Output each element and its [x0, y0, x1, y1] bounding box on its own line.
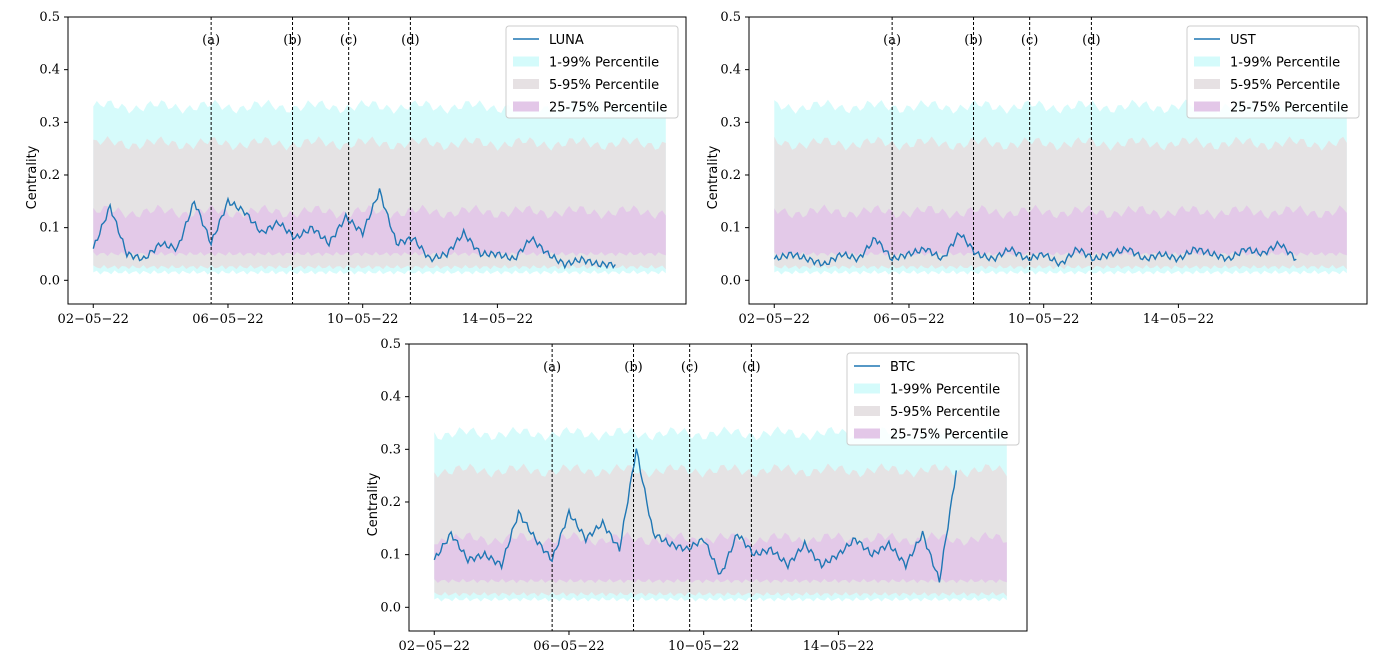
xtick-label: 02−05−22 [399, 639, 470, 654]
legend-patch-swatch [513, 56, 539, 67]
xtick-label: 02−05−22 [739, 312, 810, 327]
ytick-label: 0.1 [380, 548, 401, 563]
legend: UST 1-99% Percentile 5-95% Percentile 25-75… [1186, 25, 1360, 119]
xtick-label: 10−05−22 [668, 639, 739, 654]
ytick-label: 0.0 [39, 273, 60, 288]
ytick-label: 0.2 [720, 168, 741, 183]
event-label-3: (d) [401, 33, 419, 48]
xtick-label: 14−05−22 [803, 639, 874, 654]
ytick-label: 0.4 [720, 63, 741, 78]
y-axis-label: Centrality [366, 472, 381, 536]
xtick-label: 10−05−22 [1008, 312, 1079, 327]
legend-label: 25-75% Percentile [549, 101, 667, 116]
y-axis-label: Centrality [706, 145, 721, 209]
legend-label: 1-99% Percentile [1230, 56, 1340, 71]
legend-label: 25-75% Percentile [1230, 101, 1348, 116]
event-label-1: (b) [283, 33, 301, 48]
legend-patch-swatch [854, 406, 880, 416]
event-label-1: (b) [624, 360, 642, 375]
legend-label: 5-95% Percentile [1230, 78, 1340, 93]
legend-label: 1-99% Percentile [890, 383, 1000, 398]
legend-patch-swatch [1194, 101, 1220, 112]
event-label-0: (a) [543, 360, 561, 375]
legend-label: BTC [890, 360, 915, 375]
legend-label: 5-95% Percentile [890, 405, 1000, 420]
ytick-label: 0.4 [39, 63, 60, 78]
legend: BTC 1-99% Percentile 5-95% Percentile 25-75… [846, 352, 1020, 446]
legend-label: LUNA [549, 33, 584, 48]
ytick-label: 0.0 [380, 600, 401, 615]
xtick-label: 06−05−22 [192, 312, 263, 327]
legend-patch-swatch [1194, 56, 1220, 67]
event-label-0: (a) [202, 33, 220, 48]
legend-label: 1-99% Percentile [549, 56, 659, 71]
axes-frame [67, 16, 687, 305]
series-line-BTC [433, 448, 957, 583]
legend-patch-swatch [513, 79, 539, 89]
event-label-0: (a) [883, 33, 901, 48]
ytick-label: 0.3 [39, 115, 60, 130]
legend-label: 5-95% Percentile [549, 78, 659, 93]
band-2 [434, 531, 1007, 584]
legend-patch-swatch [1194, 79, 1220, 89]
ytick-label: 0.1 [39, 221, 60, 236]
xtick-label: 02−05−22 [58, 312, 129, 327]
chart-0: (a) (b) (c) (d) 0.0 0.1 0.2 0.3 0.4 0.5 02−05−22 06… [25, 10, 687, 327]
legend-box [846, 352, 1020, 446]
legend-patch-swatch [513, 101, 539, 112]
y-axis-label: Centrality [25, 145, 40, 209]
xtick-label: 14−05−22 [462, 312, 533, 327]
ytick-label: 0.3 [720, 115, 741, 130]
series-line-UST [773, 232, 1297, 268]
event-label-1: (b) [964, 33, 982, 48]
event-label-3: (d) [1082, 33, 1100, 48]
legend-patch-swatch [854, 428, 880, 439]
xtick-label: 06−05−22 [533, 639, 604, 654]
axes-frame [748, 16, 1368, 305]
legend: LUNA 1-99% Percentile 5-95% Percentile 25-7… [505, 25, 679, 119]
event-label-3: (d) [742, 360, 760, 375]
ytick-label: 0.3 [380, 442, 401, 457]
xtick-label: 14−05−22 [1143, 312, 1214, 327]
ytick-label: 0.5 [720, 10, 741, 25]
xtick-label: 10−05−22 [327, 312, 398, 327]
xtick-label: 06−05−22 [873, 312, 944, 327]
ytick-label: 0.2 [39, 168, 60, 183]
ytick-label: 0.5 [380, 337, 401, 352]
chart-2: (a) (b) (c) (d) 0.0 0.1 0.2 0.3 0.4 0.5 02−05−22 06… [366, 337, 1028, 654]
series-line-LUNA [92, 188, 616, 270]
chart-1: (a) (b) (c) (d) 0.0 0.1 0.2 0.3 0.4 0.5 02−05−22 06… [706, 10, 1368, 327]
ytick-label: 0.1 [720, 221, 741, 236]
ytick-label: 0.4 [380, 390, 401, 405]
legend-box [505, 25, 679, 119]
event-label-2: (c) [1021, 33, 1038, 48]
event-label-2: (c) [681, 360, 698, 375]
legend-patch-swatch [854, 383, 880, 394]
ytick-label: 0.5 [39, 10, 60, 25]
ytick-label: 0.0 [720, 273, 741, 288]
legend-label: UST [1230, 33, 1256, 48]
ytick-label: 0.2 [380, 495, 401, 510]
axes-frame [408, 343, 1028, 632]
legend-box [1186, 25, 1360, 119]
band-2 [774, 204, 1347, 257]
legend-label: 25-75% Percentile [890, 428, 1008, 443]
event-label-2: (c) [340, 33, 357, 48]
band-2 [93, 204, 666, 257]
